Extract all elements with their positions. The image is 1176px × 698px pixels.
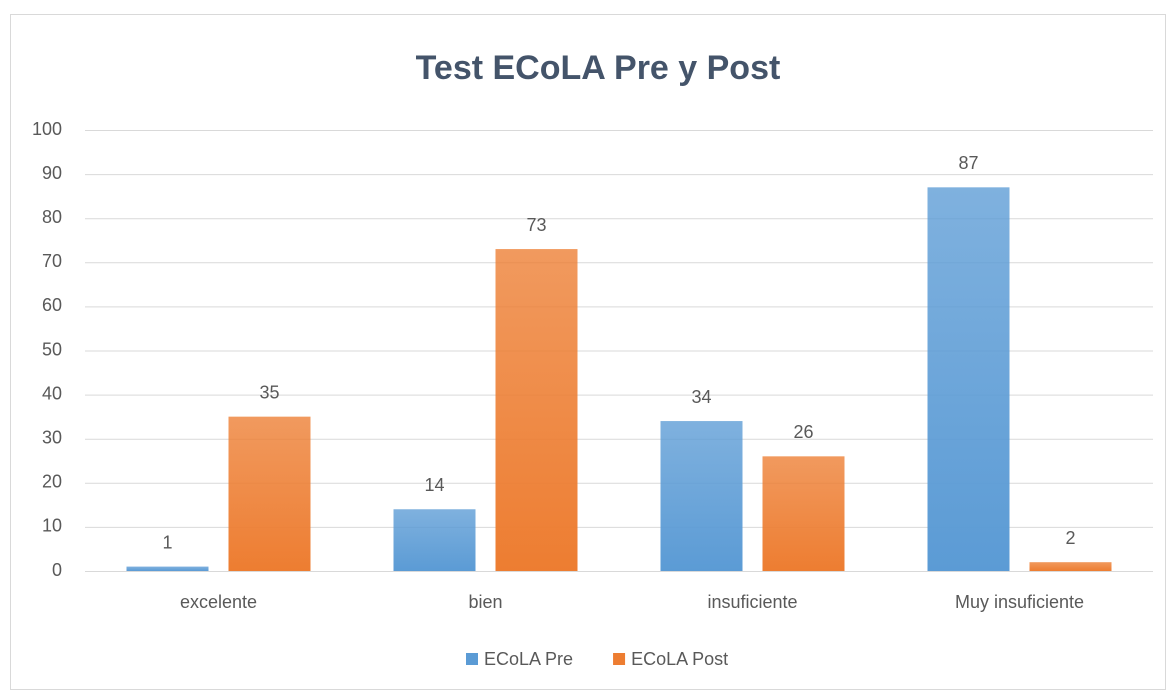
y-tick-label: 90 xyxy=(42,163,62,183)
y-tick-label: 70 xyxy=(42,251,62,271)
bar xyxy=(126,566,209,571)
y-tick-label: 0 xyxy=(52,560,62,580)
y-tick-label: 100 xyxy=(32,119,62,139)
y-tick-label: 60 xyxy=(42,295,62,315)
data-label: 1 xyxy=(162,532,172,552)
data-label: 87 xyxy=(958,153,978,173)
bar xyxy=(495,249,578,571)
x-tick-label: Muy insuficiente xyxy=(955,592,1084,612)
y-tick-label: 10 xyxy=(42,516,62,536)
bar xyxy=(228,416,311,571)
y-tick-label: 50 xyxy=(42,339,62,359)
data-label: 14 xyxy=(424,475,444,495)
x-tick-label: excelente xyxy=(180,592,257,612)
legend-swatch xyxy=(613,653,626,665)
data-label: 2 xyxy=(1065,528,1075,548)
legend-swatch xyxy=(466,653,478,665)
x-tick-label: bien xyxy=(468,592,502,612)
bar xyxy=(1029,562,1112,571)
legend-label: ECoLA Pre xyxy=(484,649,573,669)
y-tick-label: 30 xyxy=(42,427,62,447)
y-tick-label: 20 xyxy=(42,472,62,492)
data-label: 34 xyxy=(691,387,711,407)
x-tick-label: insuficiente xyxy=(707,592,797,612)
chart-title: Test ECoLA Pre y Post xyxy=(416,49,781,87)
bar xyxy=(660,421,743,571)
bar xyxy=(393,509,476,571)
data-label: 26 xyxy=(793,422,813,442)
bar xyxy=(927,187,1010,571)
data-label: 35 xyxy=(259,382,279,402)
legend-label: ECoLA Post xyxy=(631,649,728,669)
y-tick-label: 80 xyxy=(42,207,62,227)
y-tick-label: 40 xyxy=(42,383,62,403)
data-label: 73 xyxy=(526,215,546,235)
bar xyxy=(762,456,845,571)
